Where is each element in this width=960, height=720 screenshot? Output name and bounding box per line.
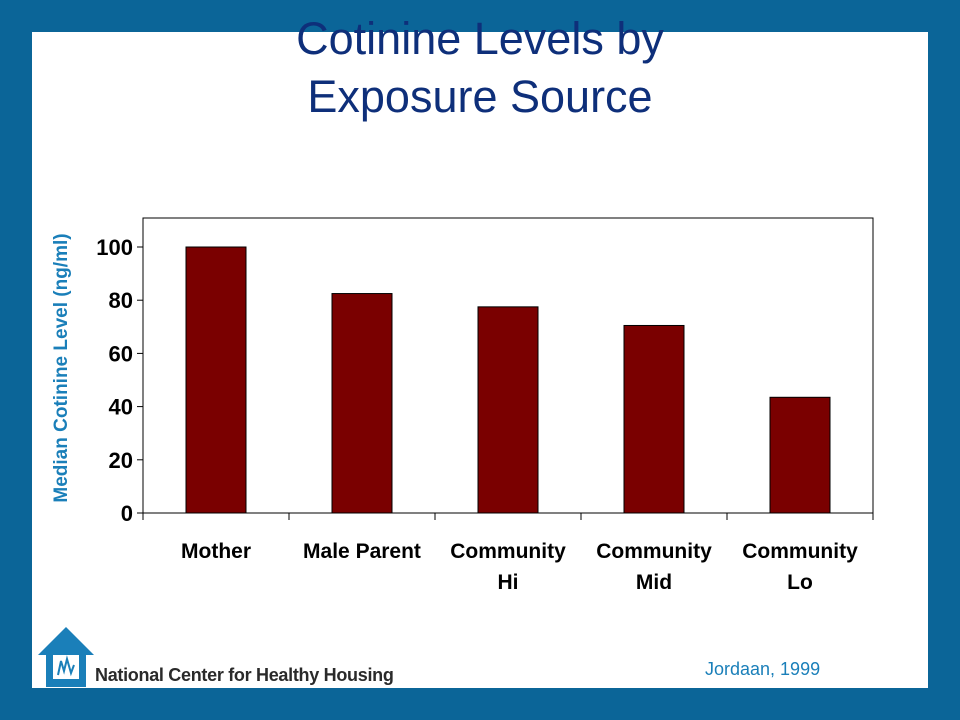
bar-3 [623, 324, 685, 514]
bars-group [185, 246, 831, 514]
bar-1 [331, 293, 393, 514]
x-ticks-group: Mother Male Parent Community Hi Community Mid… [142, 513, 874, 594]
house-logo-icon [38, 627, 94, 687]
y-tick-label-0: 0 [121, 501, 133, 526]
x-tick-label-0: Mother [181, 540, 251, 563]
bar-2 [477, 306, 539, 514]
x-tick-label-4: Community Lo [742, 540, 858, 594]
source-citation: Jordaan, 1999 [705, 659, 821, 679]
y-tick-label-3: 60 [109, 341, 133, 366]
organization-name: National Center for Healthy Housing [95, 665, 394, 685]
bar-0 [185, 246, 247, 514]
y-tick-label-5: 100 [96, 235, 133, 260]
x-tick-label-2: Community Hi [450, 540, 566, 594]
slide-title: Cotinine Levels by Exposure Source [0, 10, 960, 126]
y-ticks-group: 0 20 40 60 80 100 [96, 235, 143, 526]
y-tick-label-4: 80 [109, 288, 133, 313]
title-line-2: Exposure Source [307, 71, 653, 122]
x-tick-label-1: Male Parent [303, 540, 421, 563]
y-tick-label-2: 40 [109, 395, 133, 420]
title-line-1: Cotinine Levels by [296, 13, 664, 64]
bar-4 [769, 396, 831, 514]
x-tick-label-3: Community Mid [596, 540, 712, 594]
y-tick-label-1: 20 [109, 448, 133, 473]
